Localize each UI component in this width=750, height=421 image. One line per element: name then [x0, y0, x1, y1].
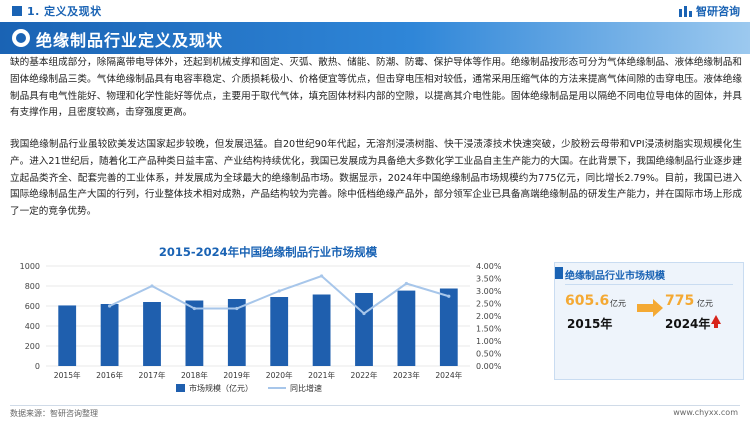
y-left-tick-label: 600: [25, 302, 40, 311]
bar: [439, 288, 458, 366]
bar: [312, 294, 331, 366]
x-tick-label: 2023年: [393, 370, 420, 380]
chart-title: 2015-2024年中国绝缘制品行业市场规模: [158, 245, 378, 259]
growth-point: [320, 274, 324, 278]
growth-point: [404, 281, 408, 286]
bar: [355, 293, 373, 366]
logo-icon: [679, 6, 692, 17]
x-tick-label: 2016年: [96, 370, 123, 380]
growth-point: [447, 294, 451, 298]
logo-text: 智研咨询: [696, 5, 740, 18]
y-right-tick-label: 0.50%: [476, 350, 502, 359]
summary-card: 绝缘制品行业市场规模 605.6 亿元 2015年 775 亿元 2024年: [554, 262, 744, 380]
y-right-tick-label: 0.00%: [476, 362, 502, 371]
footer-divider: [10, 405, 740, 406]
growth-point: [192, 306, 196, 311]
growth-point: [150, 284, 154, 288]
y-right-tick-label: 2.50%: [476, 300, 502, 309]
section-marker: [12, 6, 22, 16]
y-left-tick-label: 400: [25, 322, 40, 331]
unit-2015: 亿元: [610, 299, 626, 308]
unit-2024: 亿元: [697, 299, 713, 308]
brand-logo[interactable]: 智研咨询: [679, 3, 740, 19]
bar: [185, 300, 204, 366]
y-right-tick-label: 1.50%: [476, 325, 502, 334]
page-title: 绝缘制品行业定义及现状: [36, 31, 224, 50]
legend-line-label: 同比增速: [290, 383, 322, 393]
card-title: 绝缘制品行业市场规模: [565, 271, 665, 282]
title-banner: 绝缘制品行业定义及现状: [0, 22, 750, 54]
x-tick-label: 2017年: [139, 370, 166, 380]
y-left-tick-label: 0: [35, 362, 40, 371]
y-right-tick-label: 2.00%: [476, 312, 502, 321]
x-tick-label: 2019年: [223, 370, 250, 380]
bar: [397, 290, 416, 366]
paragraph-definition: 缺的基本组成部分，除隔离带电导体外，还起到机械支撑和固定、灭弧、散热、储能、防潮…: [10, 57, 742, 119]
y-right-tick-label: 1.00%: [476, 337, 502, 346]
section-title: 1. 定义及现状: [27, 5, 102, 18]
market-size-chart: 0 200 400 600 800 1000 0.00% 0.50% 1.00% 1.50% 2.0…: [20, 262, 502, 393]
up-arrow-icon: [711, 315, 721, 328]
x-tick-label: 2022年: [351, 370, 378, 380]
y-right-tick-label: 3.00%: [476, 287, 502, 296]
growth-point: [277, 289, 281, 293]
value-2015: 605.6: [565, 293, 610, 309]
bar: [143, 302, 161, 366]
data-source: 数据来源：智研咨询整理: [10, 409, 98, 418]
top-bar: 1. 定义及现状 智研咨询: [0, 0, 750, 22]
y-left-tick-label: 200: [25, 342, 40, 351]
y-right-tick-label: 4.00%: [476, 262, 502, 271]
x-tick-label: 2021年: [308, 370, 335, 380]
growth-point: [362, 311, 366, 316]
y-right-tick-label: 3.50%: [476, 275, 502, 284]
x-tick-label: 2024年: [435, 370, 462, 380]
growth-point: [108, 304, 112, 308]
legend-bar-swatch: [176, 384, 185, 392]
x-tick-label: 2015年: [54, 370, 81, 380]
card-divider: [565, 284, 733, 285]
x-tick-label: 2018年: [181, 370, 208, 380]
legend-bar-label: 市场规模（亿元）: [189, 383, 253, 393]
x-tick-label: 2020年: [266, 370, 293, 380]
banner-bullet-icon: [12, 29, 30, 47]
year-2024: 2024年: [665, 317, 711, 331]
bar: [100, 304, 119, 366]
bar: [270, 297, 289, 366]
value-2024: 775: [665, 293, 695, 309]
bar: [58, 305, 77, 366]
paragraph-status: 我国绝缘制品行业虽较欧美发达国家起步较晚，但发展迅猛。自20世纪90年代起，无溶…: [10, 139, 742, 218]
footer: 数据来源：智研咨询整理 www.chyxx.com: [0, 405, 750, 421]
y-left-tick-label: 800: [25, 282, 40, 291]
card-header-marker: [555, 267, 563, 279]
year-2015: 2015年: [567, 317, 613, 331]
bar: [227, 299, 246, 366]
y-left-tick-label: 1000: [20, 262, 40, 271]
arrow-right-icon: [637, 299, 663, 317]
growth-point: [235, 306, 239, 311]
website-link[interactable]: www.chyxx.com: [673, 408, 738, 417]
